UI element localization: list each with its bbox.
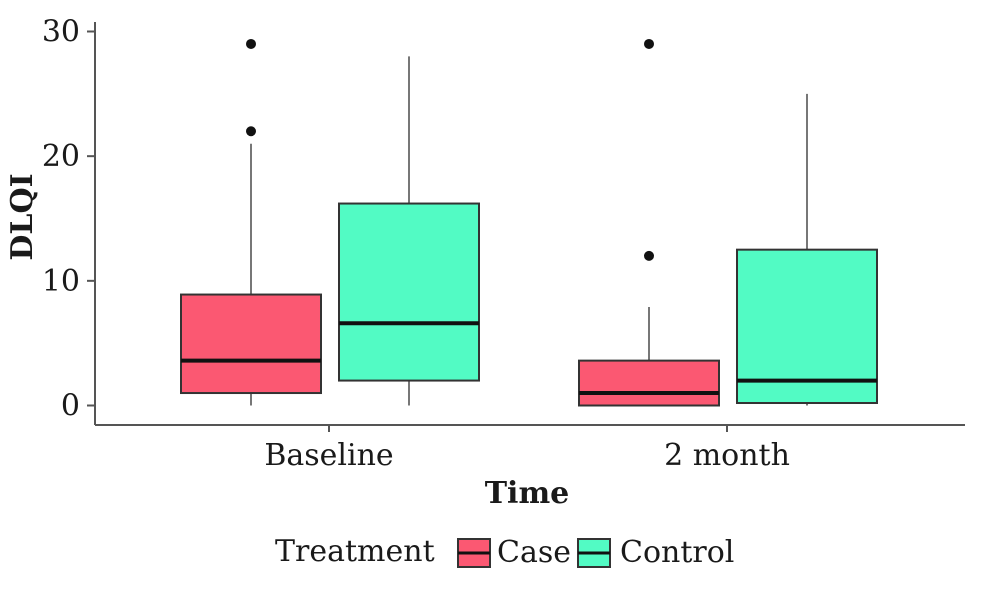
legend: Treatment Case Control [275,534,734,570]
legend-key-control [577,538,611,568]
box-case-1 [578,38,720,407]
box-iqr [180,293,322,395]
legend-key-case [457,538,491,568]
outlier-point [644,38,654,49]
y-tick-label: 20 [42,139,80,174]
box-iqr [578,359,720,407]
x-tick-label: Baseline [264,438,393,473]
y-axis-title: DLQI [5,173,40,260]
outlier-point [246,126,256,137]
y-tick-label: 10 [42,264,80,299]
x-tick-label: 2 month [664,438,790,473]
box-control-0 [338,56,480,406]
outlier-point [246,38,256,49]
legend-title: Treatment [275,534,435,569]
legend-label-control: Control [620,535,734,570]
box-control-1 [736,93,878,406]
outlier-point [644,250,654,261]
axes: 0 10 20 30 Baseline 2 month [42,15,965,473]
box-iqr [338,202,480,382]
y-tick-label: 0 [61,389,80,424]
y-tick-label: 30 [42,15,80,50]
box-iqr [736,248,878,405]
box-case-0 [180,38,322,406]
plot-area [180,38,878,407]
legend-label-case: Case [497,535,571,570]
x-axis-title: Time [485,476,570,511]
